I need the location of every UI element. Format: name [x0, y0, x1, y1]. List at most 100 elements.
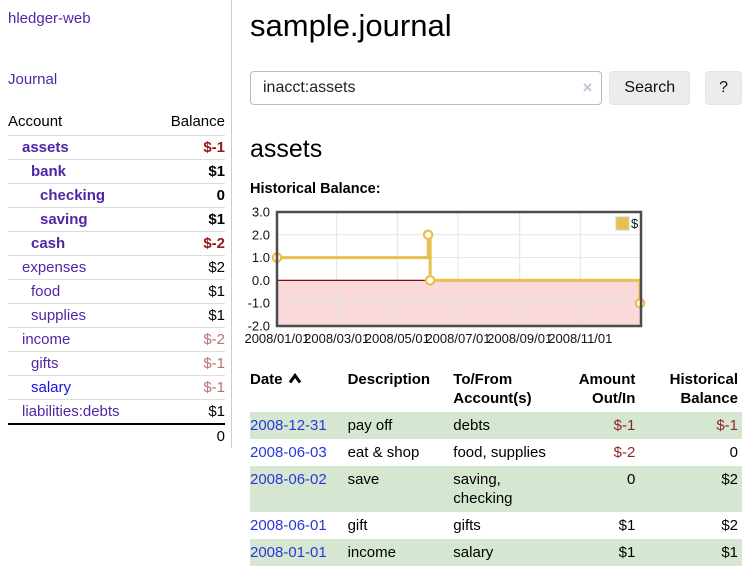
svg-text:2.0: 2.0: [252, 227, 270, 242]
account-link[interactable]: liabilities:debts: [22, 403, 120, 420]
register-table: Date Description To/From Account(s) Amoun…: [250, 368, 742, 566]
search-input[interactable]: [250, 71, 603, 105]
accounts-cell: salary: [453, 544, 494, 561]
accounts-header-balance: Balance: [170, 113, 225, 130]
accounts-table: Account Balance assets $-1 bank $1 check…: [8, 109, 225, 448]
table-row: 2008-06-02 save saving, checking 0 $2: [250, 466, 742, 512]
account-balance: $-1: [203, 139, 225, 156]
register-rows: 2008-12-31 pay off debts $-1 $-1 2008-06…: [250, 412, 742, 566]
description-cell: income: [347, 544, 396, 561]
accounts-rows: assets $-1 bank $1 checking 0 saving $1 …: [8, 135, 225, 425]
main-content: sample.journal × Search ? assets Histori…: [244, 0, 742, 566]
account-balance: $-2: [203, 331, 225, 348]
accounts-header-row: Account Balance: [8, 109, 225, 136]
account-row: liabilities:debts $1: [8, 399, 225, 425]
help-button[interactable]: ?: [705, 71, 742, 105]
amount-cell: 0: [627, 471, 636, 488]
clear-search-icon[interactable]: ×: [582, 78, 593, 97]
account-balance: $1: [208, 307, 225, 324]
date-link[interactable]: 2008-01-01: [250, 544, 327, 561]
accounts-cell: saving, checking: [453, 471, 513, 507]
accounts-total: 0: [154, 423, 225, 448]
search-button[interactable]: Search: [609, 71, 691, 105]
svg-text:2008/09/01: 2008/09/01: [487, 331, 552, 346]
balance-cell: $1: [721, 544, 738, 561]
account-link[interactable]: gifts: [31, 355, 59, 372]
svg-text:2008/03/01: 2008/03/01: [304, 331, 369, 346]
account-link[interactable]: supplies: [31, 307, 87, 324]
account-balance: $1: [208, 211, 225, 228]
account-row: supplies $1: [8, 303, 225, 328]
balance-cell: 0: [729, 444, 738, 461]
svg-text:$: $: [631, 216, 639, 231]
register-header-accounts: To/From Account(s): [453, 371, 532, 407]
account-link[interactable]: saving: [40, 211, 88, 228]
svg-text:1.0: 1.0: [252, 250, 270, 265]
date-link[interactable]: 2008-12-31: [250, 417, 327, 434]
account-balance: $1: [208, 403, 225, 420]
account-link[interactable]: bank: [31, 163, 67, 180]
sidebar: hledger-web Journal Account Balance asse…: [0, 0, 232, 448]
search-box: ×: [250, 71, 603, 105]
account-link[interactable]: expenses: [22, 259, 87, 276]
account-balance: $1: [208, 283, 225, 300]
account-link[interactable]: salary: [31, 379, 72, 396]
account-row: bank $1: [8, 159, 225, 184]
amount-cell: $-1: [613, 417, 636, 434]
account-balance: $-1: [203, 355, 225, 372]
account-row: checking 0: [8, 183, 225, 208]
svg-text:2008/01/01: 2008/01/01: [244, 331, 309, 346]
svg-text:0.0: 0.0: [252, 273, 270, 288]
account-row: salary $-1: [8, 375, 225, 400]
table-row: 2008-06-01 gift gifts $1 $2: [250, 512, 742, 539]
accounts-cell: food, supplies: [453, 444, 546, 461]
amount-cell: $1: [618, 517, 636, 534]
chart-label: Historical Balance:: [250, 181, 381, 197]
table-row: 2008-06-03 eat & shop food, supplies $-2…: [250, 439, 742, 466]
description-cell: gift: [347, 517, 368, 534]
search-form: × Search ?: [250, 71, 742, 105]
account-row: assets $-1: [8, 135, 225, 160]
account-link[interactable]: assets: [22, 139, 69, 156]
sidebar-item-journal[interactable]: Journal: [8, 71, 58, 88]
account-balance: 0: [216, 187, 225, 204]
account-link[interactable]: income: [22, 331, 71, 348]
register-header-row: Date Description To/From Account(s) Amoun…: [250, 368, 742, 412]
date-link[interactable]: 2008-06-02: [250, 471, 327, 488]
svg-text:3.0: 3.0: [252, 205, 270, 220]
balance-chart: 3.0 2.0 1.0 0.0 -1.0 -2.02008/01/012008/03/01…: [244, 205, 646, 346]
account-balance: $2: [208, 259, 225, 276]
svg-text:2008/11/01: 2008/11/01: [548, 331, 612, 346]
account-link[interactable]: cash: [31, 235, 66, 252]
account-row: gifts $-1: [8, 351, 225, 376]
table-row: 2008-01-01 income salary $1 $1: [250, 539, 742, 566]
accounts-cell: gifts: [453, 517, 481, 534]
account-row: food $1: [8, 279, 225, 304]
account-title: assets: [250, 135, 323, 163]
balance-cell: $2: [721, 517, 738, 534]
accounts-header-account: Account: [8, 113, 63, 130]
account-row: expenses $2: [8, 255, 225, 280]
balance-cell: $-1: [716, 417, 738, 434]
register-header-date[interactable]: Date: [250, 368, 348, 412]
amount-cell: $-2: [613, 444, 636, 461]
register-header-description: Description: [347, 371, 431, 388]
account-link[interactable]: checking: [40, 187, 106, 204]
account-row: cash $-2: [8, 231, 225, 256]
account-row: income $-2: [8, 327, 225, 352]
accounts-cell: debts: [453, 417, 490, 434]
account-row: saving $1: [8, 207, 225, 232]
description-cell: save: [347, 471, 380, 488]
balance-cell: $2: [721, 471, 738, 488]
register-header-balance: Historical Balance: [669, 371, 738, 407]
account-link[interactable]: food: [31, 283, 61, 300]
svg-text:-1.0: -1.0: [248, 296, 270, 311]
date-link[interactable]: 2008-06-03: [250, 444, 327, 461]
date-link[interactable]: 2008-06-01: [250, 517, 327, 534]
account-balance: $-2: [203, 235, 225, 252]
accounts-total-row: 0: [8, 423, 225, 448]
description-cell: pay off: [347, 417, 393, 434]
sort-ascending-icon: [288, 372, 301, 384]
brand-link[interactable]: hledger-web: [8, 10, 91, 27]
svg-text:2008/05/01: 2008/05/01: [365, 331, 430, 346]
